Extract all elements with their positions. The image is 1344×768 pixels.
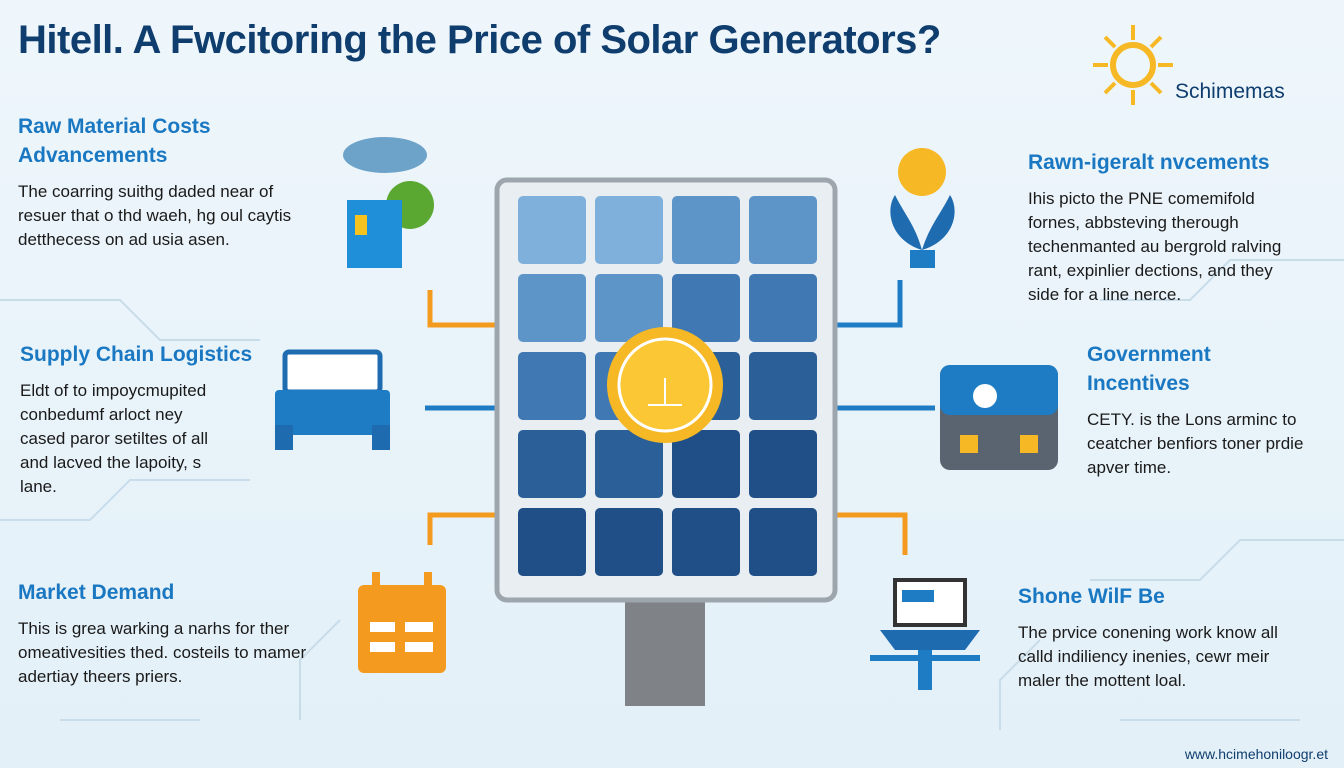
body-line: The prvice conening work know all [1018,623,1278,642]
section: Raw Material Costs Advancements The coarri… [18,112,291,252]
body-line: adertiay theers priers. [18,667,183,686]
title-line: Rawn-igeralt nvcements [1028,151,1270,174]
solar-cell [672,430,740,498]
icon-sun-plant [890,148,955,268]
body-line: This is grea warking a narhs for ther [18,619,290,638]
icon-materials [343,137,434,268]
footer: www.hcimehoniloogr.et [1184,746,1328,762]
solar-cell [672,196,740,264]
title-line: Market Demand [18,581,175,604]
body-line: conbedumf arloct ney [20,405,183,424]
solar-cell [595,274,663,342]
section-title: Government Incentives [1087,340,1303,398]
section-title: Raw Material Costs Advancements [18,112,291,170]
body-line: CETY. is the Lons arminc to [1087,410,1297,429]
body-line: techenmanted au bergrold ralving [1028,237,1282,256]
title-line: Advancements [18,144,168,167]
body-line: omeativesities thed. costeils to mamer [18,643,307,662]
solar-cell [595,196,663,264]
section-title: Rawn-igeralt nvcements [1028,148,1281,177]
section-title: Market Demand [18,578,306,607]
body-line: lane. [20,477,57,496]
section: Supply Chain Logistics Eldt of to impoycm… [20,340,252,499]
body-line: and lacved the lapoity, s [20,453,202,472]
title-line: Incentives [1087,372,1190,395]
title-line: Shone WilF Be [1018,585,1165,608]
body-line: cased paror setiltes of all [20,429,209,448]
logo-text: Schimemas [1175,80,1285,103]
body-line: resuer that o thd waeh, hg oul caytis [18,206,292,225]
connectors [425,280,935,555]
body-line: rant, expinlier dections, and they [1028,261,1273,280]
section: Market Demand This is grea warking a narh… [18,578,306,689]
solar-cell [595,430,663,498]
section: Shone WilF Be The prvice conening work kn… [1018,582,1278,693]
section-body: Ihis picto the PNE comemifold fornes, abb… [1028,187,1281,307]
section-body: The coarring suithg daded near of resuer … [18,180,291,252]
body-line: apver time. [1087,458,1172,477]
body-line: calld indiliency inenies, cewr meir [1018,647,1270,666]
body-line: The coarring suithg daded near of [18,182,274,201]
solar-cell [749,352,817,420]
body-line: Ihis picto the PNE comemifold [1028,189,1255,208]
solar-cell [672,274,740,342]
section: Rawn-igeralt nvcements Ihis picto the PNE… [1028,148,1281,307]
title-line: Raw Material Costs [18,115,211,138]
title: Hitell. A Fwcitoring the Price of Solar … [18,18,941,62]
icon-calendar [358,572,446,673]
body-line: maler the mottent loal. [1018,671,1187,690]
solar-cell [518,352,586,420]
icon-building [940,365,1058,470]
icon-device [870,578,980,690]
body-line: Eldt of to impoycmupited [20,381,207,400]
circuit-background [0,259,1344,730]
body-line: ceatcher benfiors toner prdie [1087,434,1304,453]
solar-cell [749,508,817,576]
title-line: Supply Chain Logistics [20,343,253,366]
solar-cell [749,196,817,264]
logo-sun [1093,25,1173,105]
solar-cell [518,196,586,264]
solar-cell [749,274,817,342]
solar-cell [518,508,586,576]
solar-cell [672,508,740,576]
section-title: Supply Chain Logistics [20,340,252,369]
section: Government Incentives CETY. is the Lons ar… [1087,340,1303,480]
body-line: side for a line nerce. [1028,285,1182,304]
section-body: Eldt of to impoycmupited conbedumf arloct… [20,379,252,499]
solar-cell [749,430,817,498]
icon-truck [275,349,390,450]
solar-cell [518,430,586,498]
panel-stand [625,598,705,706]
section-body: CETY. is the Lons arminc to ceatcher benf… [1087,408,1303,480]
body-line: fornes, abbsteving therough [1028,213,1239,232]
section-title: Shone WilF Be [1018,582,1278,611]
solar-cell [518,274,586,342]
medallion-symbol [648,378,682,406]
body-line: detthecess on ad usia asen. [18,230,230,249]
section-body: This is grea warking a narhs for ther ome… [18,617,306,689]
solar-cell [595,508,663,576]
title-line: Government [1087,343,1211,366]
section-body: The prvice conening work know all calld i… [1018,621,1278,693]
